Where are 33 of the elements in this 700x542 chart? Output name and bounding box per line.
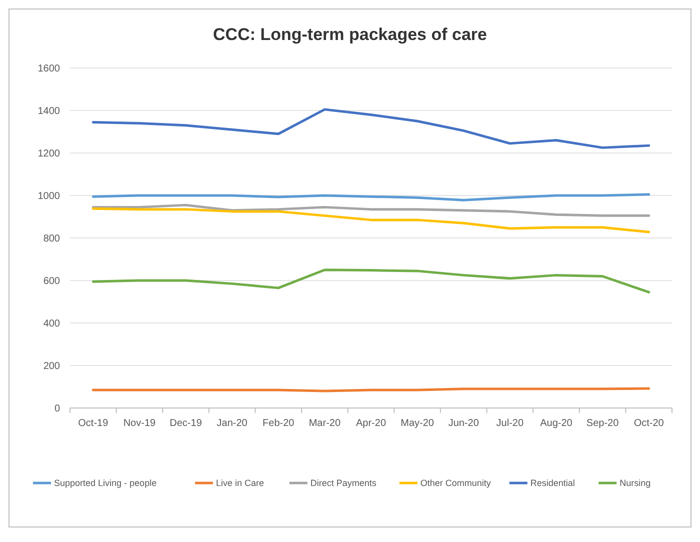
x-tick-label: Nov-19: [123, 418, 156, 429]
chart-title: CCC: Long-term packages of care: [213, 25, 487, 44]
x-tick-label: Oct-19: [78, 418, 109, 429]
x-tick-label: Jan-20: [216, 418, 248, 429]
x-tick-label: Dec-19: [170, 418, 202, 429]
x-tick-label: Mar-20: [308, 418, 341, 429]
y-tick-label: 200: [43, 361, 60, 372]
x-tick-label: Feb-20: [262, 418, 295, 429]
y-tick-label: 0: [54, 404, 60, 414]
y-tick-label: 1000: [38, 191, 60, 202]
x-tick-label: Jun-20: [448, 418, 480, 429]
y-tick-label: 800: [43, 234, 60, 244]
legend-label: Direct Payments: [310, 478, 377, 488]
x-tick-label: Jul-20: [496, 418, 524, 429]
legend-label: Nursing: [620, 478, 651, 488]
line-series: [92, 108, 650, 149]
legend-label: Live in Care: [216, 478, 264, 488]
x-tick-label: Apr-20: [356, 418, 386, 429]
x-tick-label: May-20: [400, 418, 434, 429]
y-tick-label: 400: [43, 318, 60, 330]
y-tick-label: 600: [43, 276, 60, 287]
line-series: [92, 204, 650, 217]
legend-label: Residential: [530, 478, 575, 488]
legend-label: Other Community: [420, 478, 492, 488]
x-tick-label: Aug-20: [540, 418, 573, 429]
x-tick-label: Sep-20: [586, 418, 620, 429]
y-tick-label: 1600: [38, 64, 60, 74]
y-tick-label: 1400: [38, 106, 60, 117]
line-series: [92, 268, 650, 294]
legend-label: Supported Living - people: [54, 478, 157, 488]
x-tick-label: Oct-20: [634, 418, 664, 429]
line-series: [92, 207, 650, 234]
y-tick-label: 1200: [38, 148, 60, 160]
